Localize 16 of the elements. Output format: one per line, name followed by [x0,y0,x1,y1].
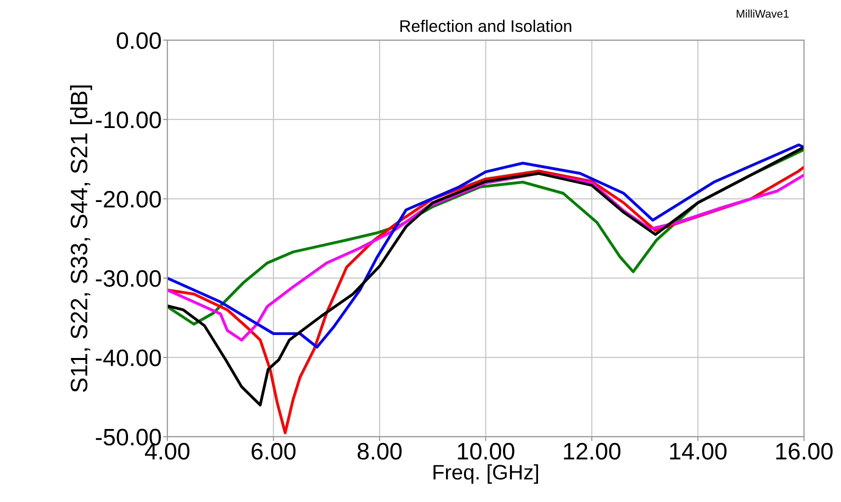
x-tick-label: 16.00 [776,442,833,460]
line-series [167,146,804,406]
y-tick-label: -30.00 [96,270,161,287]
chart-title: Reflection and Isolation [400,20,572,32]
x-tick-label: 8.00 [358,442,402,460]
x-tick-label: 10.00 [458,442,514,460]
text: MilliWave1 [736,10,789,18]
y-tick-label: -10.00 [96,112,161,128]
x-tick-label: 12.00 [564,442,620,460]
y-tick-label: -20.00 [96,190,161,208]
x-tick-label: 14.00 [670,442,727,460]
y-tick-label: 0.00 [116,32,161,49]
x-tick-label: 6.00 [252,442,296,460]
x-axis-title: Freq. [GHz] [434,464,538,484]
y-axis-title: S11, S22, S33, S44, S21 [dB] [70,85,92,392]
y-tick-label: -40.00 [96,349,161,366]
